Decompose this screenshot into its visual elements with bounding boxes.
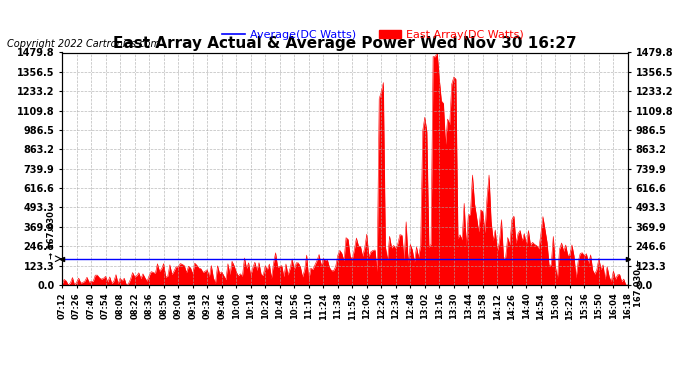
Legend: Average(DC Watts), East Array(DC Watts): Average(DC Watts), East Array(DC Watts) [218,26,529,44]
Text: Copyright 2022 Cartronics.com: Copyright 2022 Cartronics.com [7,39,160,50]
Text: → 167.030: → 167.030 [48,211,57,259]
Title: East Array Actual & Average Power Wed Nov 30 16:27: East Array Actual & Average Power Wed No… [113,36,577,51]
Text: 167.030 ←: 167.030 ← [633,259,642,307]
